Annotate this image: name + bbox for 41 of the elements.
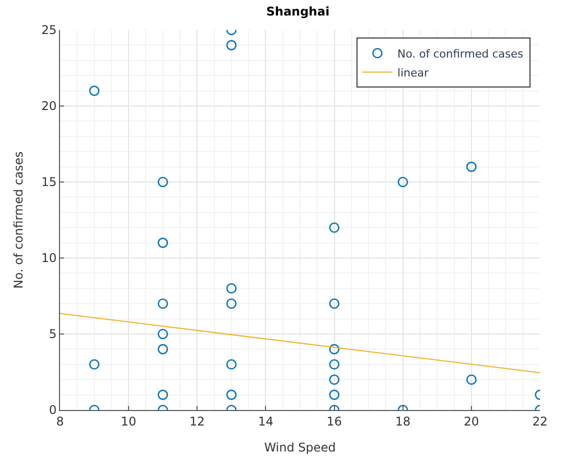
- point: [158, 390, 168, 400]
- y-tick-label: 20: [41, 99, 57, 114]
- point: [329, 298, 340, 309]
- point: [158, 328, 168, 340]
- point: [329, 374, 340, 385]
- point: [329, 344, 340, 354]
- point: [398, 176, 408, 188]
- point: [158, 176, 168, 188]
- point: [466, 374, 477, 385]
- point: [466, 162, 477, 172]
- chart-title: Shanghai: [266, 4, 330, 18]
- y-tick-label: 0: [48, 403, 57, 418]
- legend-label: No. of confirmed cases: [397, 47, 524, 60]
- x-tick-label: 12: [190, 414, 205, 428]
- point: [329, 390, 340, 400]
- point: [158, 298, 168, 309]
- x-tick-label: 18: [395, 414, 410, 428]
- y-tick-label: 5: [48, 327, 57, 342]
- point: [226, 390, 237, 400]
- point: [158, 344, 168, 354]
- x-axis-title: Wind Speed: [264, 440, 336, 454]
- y-axis-title: No. of confirmed cases: [12, 151, 26, 289]
- point: [329, 359, 340, 370]
- x-tick-label: 22: [532, 414, 548, 428]
- x-tick-label: 14: [258, 414, 274, 428]
- x-tick-label: 20: [464, 414, 480, 428]
- point: [158, 238, 168, 248]
- point: [226, 40, 237, 50]
- y-tick-label: 10: [41, 251, 57, 266]
- x-tick-label: 8: [56, 414, 64, 428]
- point: [89, 86, 100, 96]
- y-tick-label: 25: [41, 23, 57, 38]
- point: [329, 222, 340, 233]
- x-tick-label: 16: [326, 414, 342, 428]
- legend-label: linear: [397, 66, 429, 80]
- y-tick-label: 15: [41, 175, 57, 190]
- point: [226, 283, 237, 294]
- point: [226, 359, 237, 370]
- point: [226, 298, 237, 309]
- point: [89, 359, 100, 370]
- x-tick-label: 10: [120, 414, 136, 428]
